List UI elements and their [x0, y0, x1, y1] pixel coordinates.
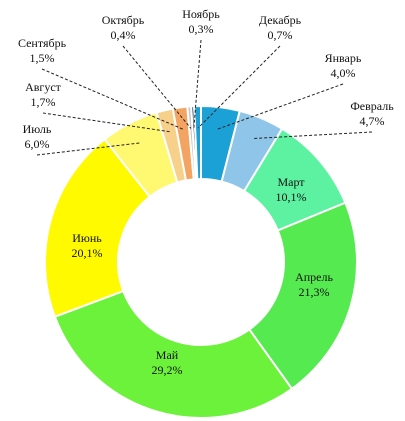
slice-name-label: Декабрь — [259, 13, 302, 27]
leader-line-12 — [197, 45, 281, 129]
slice-6 — [44, 137, 152, 318]
slice-name-label: Июнь — [72, 231, 102, 245]
slice-value-label: 0,3% — [189, 22, 214, 36]
slice-name-label: Август — [25, 80, 62, 94]
slice-name-label: Март — [277, 175, 305, 189]
slice-value-label: 4,0% — [331, 66, 356, 80]
slices — [44, 104, 358, 419]
leader-line-8 — [42, 112, 170, 133]
slice-value-label: 4,7% — [360, 114, 385, 128]
slice-value-label: 0,4% — [111, 28, 136, 42]
slice-12 — [193, 104, 202, 181]
slice-name-label: Май — [156, 348, 179, 362]
slice-name-label: Апрель — [295, 270, 333, 284]
slice-value-label: 21,3% — [299, 285, 330, 299]
leader-lines — [36, 39, 373, 156]
slice-5 — [53, 289, 294, 419]
slice-name-label: Январь — [325, 51, 362, 65]
leader-line-9 — [41, 68, 184, 130]
leader-line-1 — [217, 83, 344, 130]
slice-value-label: 20,1% — [72, 246, 103, 260]
slice-name-label: Октябрь — [102, 13, 145, 27]
slice-value-label: 6,0% — [25, 137, 50, 151]
slice-name-label: Сентябрь — [18, 36, 67, 50]
slice-name-label: Ноябрь — [182, 7, 220, 21]
slice-4 — [247, 201, 358, 391]
leader-line-7 — [36, 142, 140, 156]
slice-value-label: 1,5% — [30, 51, 55, 65]
slice-value-label: 1,7% — [31, 95, 56, 109]
slice-value-label: 10,1% — [276, 190, 307, 204]
slice-name-label: Февраль — [350, 99, 394, 113]
slice-value-label: 29,2% — [152, 363, 183, 377]
leader-line-10 — [122, 45, 192, 129]
slice-value-label: 0,7% — [268, 28, 293, 42]
slice-name-label: Июль — [23, 122, 52, 136]
